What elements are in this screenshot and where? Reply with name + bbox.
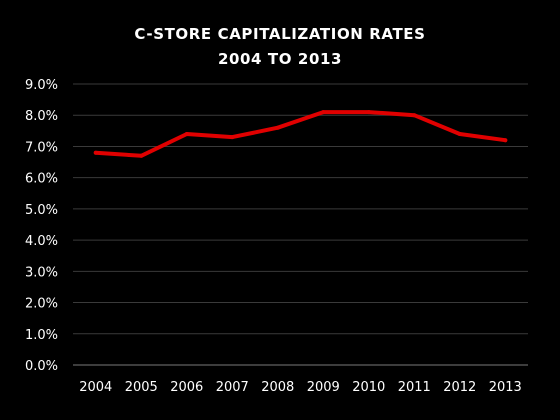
data-point xyxy=(275,125,280,130)
x-tick-label: 2006 xyxy=(170,380,203,395)
y-tick-label: 6.0% xyxy=(25,172,58,187)
x-tick-label: 2007 xyxy=(216,380,249,395)
data-point xyxy=(503,138,508,143)
y-tick-label: 4.0% xyxy=(25,234,58,249)
y-tick-label: 2.0% xyxy=(25,297,58,312)
data-point xyxy=(412,113,417,118)
series-line xyxy=(93,110,508,158)
chart-subtitle: 2004 TO 2013 xyxy=(217,50,343,68)
y-tick-label: 8.0% xyxy=(25,109,58,124)
x-tick-label: 2005 xyxy=(125,380,158,395)
y-tick-label: 0.0% xyxy=(25,359,58,374)
y-tick-label: 3.0% xyxy=(25,265,58,280)
y-tick-label: 9.0% xyxy=(25,78,58,93)
y-tick-label: 1.0% xyxy=(25,328,58,343)
y-tick-label: 5.0% xyxy=(25,203,58,218)
data-point xyxy=(230,135,235,140)
x-tick-label: 2009 xyxy=(307,380,340,395)
x-tick-label: 2010 xyxy=(352,380,385,395)
data-point xyxy=(366,110,371,115)
chart-title: C-STORE CAPITALIZATION RATES xyxy=(134,25,426,43)
data-point xyxy=(93,150,98,155)
data-point xyxy=(184,131,189,136)
x-tick-label: 2008 xyxy=(261,380,294,395)
data-point xyxy=(321,110,326,115)
data-point xyxy=(139,153,144,158)
y-tick-label: 7.0% xyxy=(25,140,58,155)
x-tick-label: 2011 xyxy=(398,380,431,395)
x-tick-label: 2004 xyxy=(79,380,112,395)
x-tick-label: 2013 xyxy=(489,380,522,395)
data-point xyxy=(457,131,462,136)
x-tick-label: 2012 xyxy=(443,380,476,395)
